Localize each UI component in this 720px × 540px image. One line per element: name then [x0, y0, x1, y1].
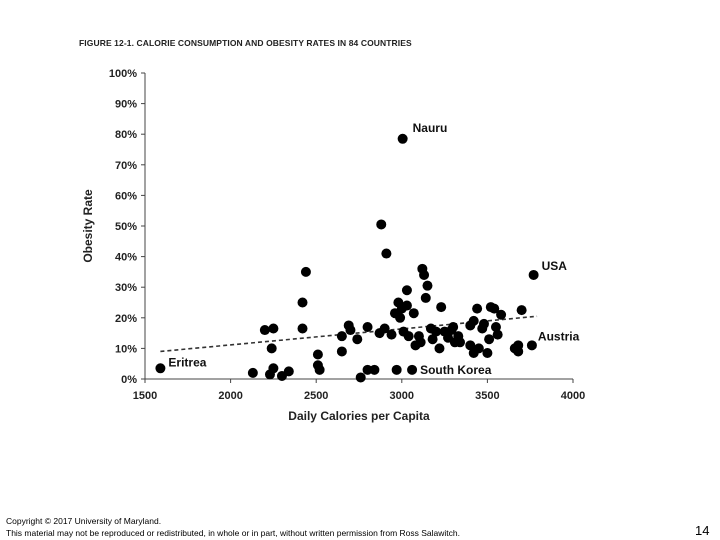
data-point	[492, 329, 503, 340]
x-tick-label: 4000	[561, 390, 585, 402]
data-point	[391, 364, 402, 375]
data-point	[362, 321, 373, 332]
point-label: Eritrea	[168, 355, 206, 369]
data-point	[422, 280, 433, 291]
data-point	[473, 343, 484, 354]
data-point	[395, 312, 406, 323]
data-point	[247, 367, 258, 378]
data-point	[403, 331, 414, 342]
data-point	[489, 303, 500, 314]
y-tick-label: 40%	[115, 252, 137, 264]
y-tick-label: 70%	[115, 160, 137, 172]
data-point	[336, 331, 347, 342]
data-point	[465, 340, 476, 351]
data-point	[436, 302, 447, 313]
data-point	[345, 325, 356, 336]
data-point	[420, 292, 431, 303]
data-point	[496, 309, 507, 320]
point-label: USA	[542, 259, 568, 273]
data-point	[362, 364, 373, 375]
y-tick-label: 10%	[115, 343, 137, 355]
y-tick-label: 20%	[115, 313, 137, 325]
data-point	[376, 219, 387, 230]
data-point	[386, 329, 397, 340]
data-point	[268, 323, 279, 334]
point-label: Nauru	[413, 121, 448, 135]
y-tick-label: 50%	[115, 221, 137, 233]
data-point	[401, 300, 412, 311]
y-tick-label: 0%	[121, 374, 137, 386]
figure-title: FIGURE 12-1. CALORIE CONSUMPTION AND OBE…	[79, 38, 412, 48]
copyright-text: Copyright © 2017 University of Maryland.	[6, 516, 162, 526]
x-tick-label: 3000	[390, 390, 414, 402]
x-tick-label: 2500	[304, 390, 328, 402]
data-point	[478, 318, 489, 329]
data-point	[482, 347, 493, 358]
data-point	[355, 372, 366, 383]
data-point	[468, 315, 479, 326]
y-axis-title: Obesity Rate	[81, 189, 95, 263]
data-point	[312, 349, 323, 360]
data-point	[314, 364, 325, 375]
footer: Copyright © 2017 University of Maryland.…	[6, 515, 460, 539]
data-point	[297, 297, 308, 308]
data-point	[472, 303, 483, 314]
page-number: 14	[695, 523, 710, 538]
point-label: South Korea	[420, 363, 492, 377]
data-point	[448, 321, 459, 332]
data-point	[381, 248, 392, 259]
x-tick-label: 1500	[133, 390, 157, 402]
permission-notice: This material may not be reproduced or r…	[6, 528, 460, 538]
data-point	[427, 334, 438, 345]
data-point	[300, 266, 311, 277]
data-point	[259, 325, 270, 336]
data-point	[336, 346, 347, 357]
point-label: Austria	[538, 329, 580, 343]
data-point	[526, 340, 537, 351]
data-point	[490, 321, 501, 332]
y-tick-label: 100%	[109, 68, 137, 80]
data-point	[266, 343, 277, 354]
data-point	[484, 334, 495, 345]
y-tick-label: 90%	[115, 99, 137, 111]
data-point	[401, 285, 412, 296]
data-point	[369, 364, 380, 375]
data-point	[415, 337, 426, 348]
y-tick-label: 30%	[115, 282, 137, 294]
data-point	[283, 366, 294, 377]
x-tick-label: 3500	[475, 390, 499, 402]
data-point	[155, 363, 166, 374]
data-point	[408, 308, 419, 319]
data-point	[397, 133, 408, 144]
data-point	[513, 340, 524, 351]
data-point	[431, 326, 442, 337]
y-tick-label: 80%	[115, 129, 137, 141]
data-point	[297, 323, 308, 334]
data-point	[352, 334, 363, 345]
data-point	[434, 343, 445, 354]
y-tick-label: 60%	[115, 190, 137, 202]
data-point	[419, 269, 430, 280]
data-point	[407, 364, 418, 375]
data-point	[516, 305, 527, 316]
x-axis-title: Daily Calories per Capita	[288, 409, 430, 423]
x-tick-label: 2000	[218, 390, 242, 402]
data-point	[455, 337, 466, 348]
data-point	[379, 323, 390, 334]
data-point	[528, 269, 539, 280]
data-point	[264, 369, 275, 380]
